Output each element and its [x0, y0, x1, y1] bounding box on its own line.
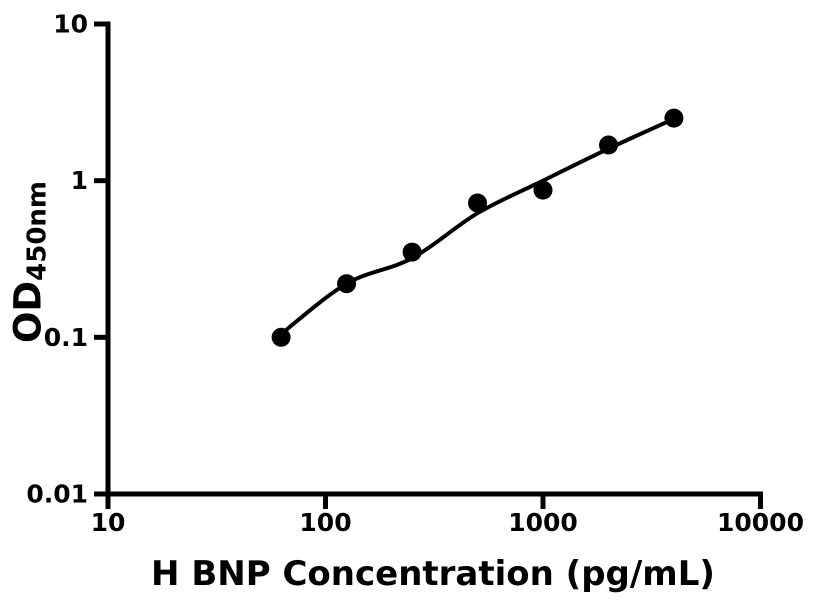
x-tick-label: 1000 [508, 508, 578, 537]
data-point [468, 193, 487, 213]
x-axis-title: H BNP Concentration (pg/mL) [151, 554, 715, 594]
y-axis-title: OD450nm [6, 180, 53, 344]
data-point [402, 242, 422, 262]
data-point [599, 135, 618, 155]
x-tick-label: 10 [91, 508, 126, 537]
y-axis-title-main: OD [6, 280, 50, 344]
y-axis-title-subscript: 450nm [22, 180, 53, 281]
y-tick-label: 1 [71, 166, 88, 195]
data-point [664, 108, 684, 128]
data-point [533, 180, 553, 200]
y-tick-label: 10 [53, 10, 88, 39]
x-tick-label: 100 [299, 508, 351, 537]
y-tick-label: 0.01 [26, 480, 88, 509]
y-tick-label: 0.1 [44, 323, 88, 352]
x-tick-label: 10000 [717, 508, 804, 537]
data-point [337, 274, 357, 294]
data-point [271, 327, 291, 347]
